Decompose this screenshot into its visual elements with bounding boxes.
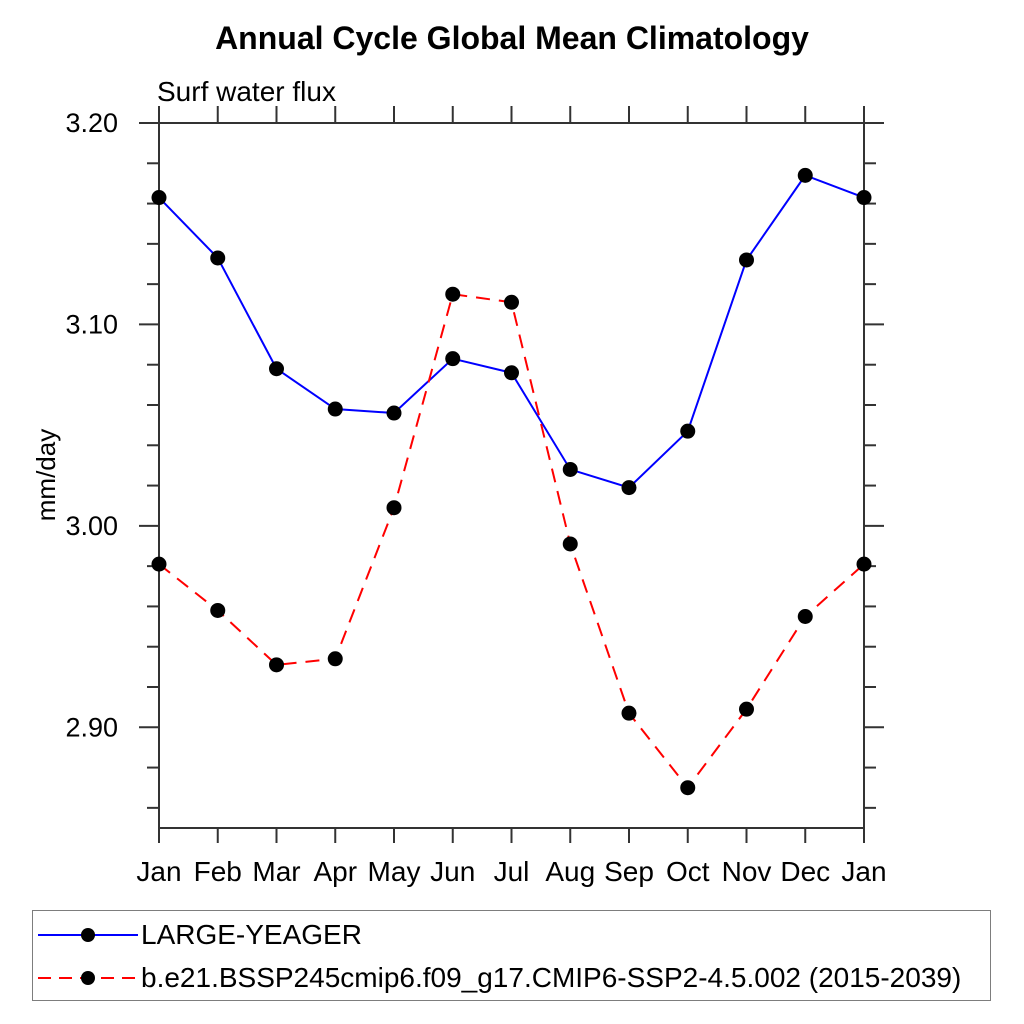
y-tick-label: 2.90 [65,712,118,742]
data-point-s0-3 [327,401,343,417]
legend: LARGE-YEAGER b.e21.BSSP245cmip6.f09_g17.… [32,910,991,1001]
month-label: May [368,856,421,887]
data-point-s0-1 [210,250,226,266]
month-label: Dec [780,856,830,887]
month-label: Aug [545,856,595,887]
month-label: Jan [841,856,886,887]
month-label: Mar [252,856,300,887]
month-label: Jan [136,856,181,887]
series-line-0 [158,174,865,489]
month-label: Oct [666,856,710,887]
month-label: Apr [313,856,357,887]
plot-frame [158,122,865,829]
legend-label: b.e21.BSSP245cmip6.f09_g17.CMIP6-SSP2-4.… [141,961,962,993]
data-point-s0-7 [562,461,578,477]
legend-label: LARGE-YEAGER [141,918,362,950]
page-title: Annual Cycle Global Mean Climatology [215,20,809,56]
data-point-s0-8 [621,480,637,496]
y-tick-label: 3.10 [65,309,118,339]
y-tick-label: 3.20 [65,108,118,138]
data-point-s1-8 [621,705,637,721]
data-point-s1-1 [210,602,226,618]
data-point-s0-11 [797,167,813,183]
month-label: Sep [604,856,654,887]
data-point-s1-12 [856,556,872,572]
legend-swatch-solid-blue [38,927,138,942]
data-point-s0-2 [269,361,284,377]
data-point-s1-4 [386,500,402,516]
data-point-s1-11 [797,609,813,624]
data-point-s0-0 [151,190,167,206]
chart-subtitle: Surf water flux [157,76,336,107]
dot-marker-icon [81,970,95,985]
dot-marker-icon [81,927,95,942]
data-point-s0-9 [680,423,696,439]
data-point-s0-10 [739,252,754,268]
data-point-s1-9 [680,780,696,796]
data-point-s0-6 [504,365,519,381]
legend-swatch-dashed-red [38,970,138,985]
month-label: Feb [194,856,242,887]
data-point-s0-12 [856,190,872,206]
y-tick-label: 3.00 [65,511,118,541]
legend-entry-large-yeager: LARGE-YEAGER [38,913,990,956]
data-point-s1-10 [739,701,754,717]
data-point-s1-3 [327,651,343,667]
data-point-s1-2 [269,657,284,673]
data-point-s0-4 [386,405,402,421]
legend-entry-model-run: b.e21.BSSP245cmip6.f09_g17.CMIP6-SSP2-4.… [38,956,990,999]
month-label: Jul [494,856,530,887]
data-point-s1-6 [504,294,519,310]
data-point-s1-5 [445,286,461,302]
data-point-s0-5 [445,351,461,367]
data-point-s1-7 [562,536,578,552]
data-point-s1-0 [151,556,167,572]
month-label: Nov [722,856,772,887]
month-label: Jun [430,856,475,887]
